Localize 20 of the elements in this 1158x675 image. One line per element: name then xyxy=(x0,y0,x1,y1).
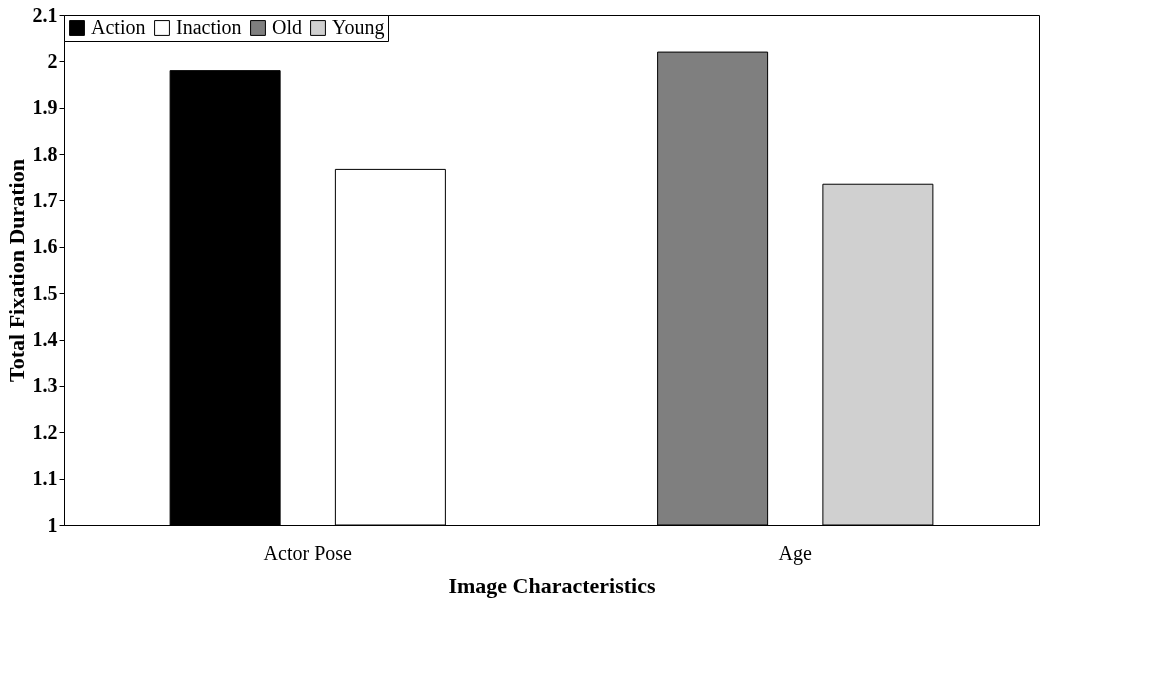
y-tick-label: 1.6 xyxy=(32,235,58,258)
y-tick-label: 1.7 xyxy=(32,188,58,211)
y-axis-title: Total Fixation Duration xyxy=(3,159,29,382)
legend-label: Inaction xyxy=(176,16,242,38)
legend-label: Young xyxy=(332,16,385,39)
y-tick-label: 1.8 xyxy=(32,142,58,165)
y-tick-label: 2.1 xyxy=(32,3,58,26)
x-tick-label: Age xyxy=(778,541,813,565)
y-tick-label: 1.4 xyxy=(32,328,58,351)
x-tick-label: Actor Pose xyxy=(263,541,353,564)
y-tick-label: 1.2 xyxy=(32,420,58,443)
legend-label: Old xyxy=(272,16,302,38)
y-tick-label: 1.3 xyxy=(32,374,58,397)
legend-label: Action xyxy=(91,16,146,38)
y-tick-label: 1.1 xyxy=(32,467,58,490)
y-tick-label: 2 xyxy=(47,49,58,72)
y-tick-label: 1 xyxy=(47,513,58,536)
x-axis-title: Image Characteristics xyxy=(448,572,656,598)
y-tick-label: 1.9 xyxy=(32,96,58,119)
y-tick-label: 1.5 xyxy=(32,281,58,304)
